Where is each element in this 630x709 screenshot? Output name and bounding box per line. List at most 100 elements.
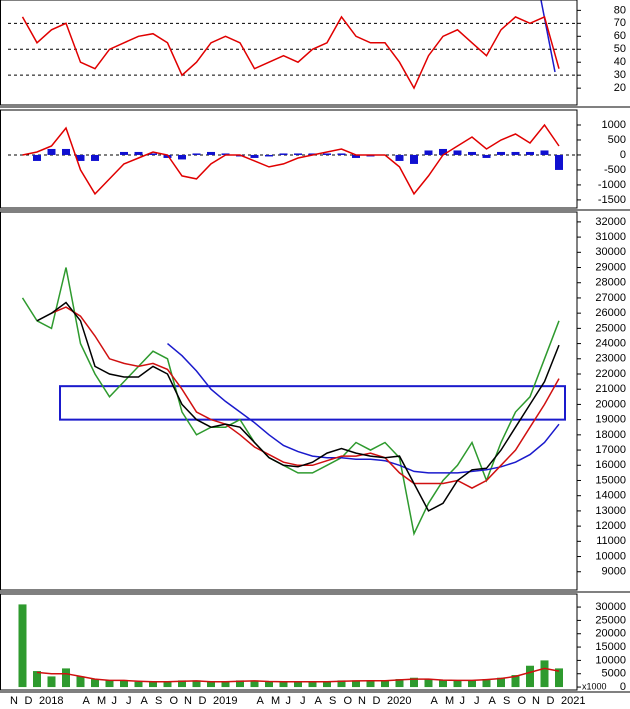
bar xyxy=(192,153,201,155)
bar xyxy=(120,680,128,688)
bar xyxy=(511,675,520,688)
x-tick-label: 2021 xyxy=(561,695,585,707)
bar xyxy=(47,148,56,155)
y-tick-label: 40 xyxy=(614,56,626,68)
series-line xyxy=(22,123,560,196)
bar xyxy=(381,680,389,688)
x-tick-label: M xyxy=(445,695,454,707)
bar xyxy=(91,154,99,161)
bar xyxy=(149,681,157,688)
x-tick-label: N xyxy=(358,695,366,707)
bar xyxy=(497,677,505,688)
bar xyxy=(221,681,230,688)
bar xyxy=(323,153,331,155)
y-tick-label: 28000 xyxy=(595,277,626,289)
bar xyxy=(410,677,418,688)
y-tick-label: 13000 xyxy=(595,505,626,517)
x-tick-label: M xyxy=(97,695,106,707)
bar xyxy=(33,671,41,688)
y-tick-label: 15000 xyxy=(595,474,626,486)
y-tick-label: 50 xyxy=(614,43,626,55)
x-tick-label: M xyxy=(271,695,280,707)
bar xyxy=(323,681,331,688)
x-tick-label: J xyxy=(112,695,118,707)
bar xyxy=(134,681,143,688)
y-tick-label: 23000 xyxy=(595,353,626,365)
y-tick-label: 30000 xyxy=(595,246,626,258)
x-tick-label: A xyxy=(83,695,91,707)
y-tick-label: 21000 xyxy=(595,383,626,395)
bar xyxy=(424,679,433,688)
bar xyxy=(511,151,520,155)
y-tick-label: 20000 xyxy=(595,628,626,640)
y-tick-label: 12000 xyxy=(595,520,626,532)
bar xyxy=(468,680,476,688)
x-tick-label: D xyxy=(547,695,555,707)
x-tick-label: J xyxy=(300,695,306,707)
bar xyxy=(207,151,215,155)
y-tick-label: 19000 xyxy=(595,414,626,426)
bar xyxy=(279,153,288,155)
y-tick-label: 80 xyxy=(614,4,626,16)
bar xyxy=(236,680,244,688)
y-tick-label: -500 xyxy=(604,164,626,176)
trend-line xyxy=(540,0,556,73)
y-tick-label: 15000 xyxy=(595,641,626,653)
y-tick-label: 30 xyxy=(614,69,626,81)
bar xyxy=(337,680,346,688)
bar xyxy=(76,676,85,688)
x-tick-label: A xyxy=(431,695,439,707)
highlight-band xyxy=(59,385,566,421)
bar xyxy=(47,676,56,688)
x-tick-label: O xyxy=(344,695,353,707)
x-tick-label: N xyxy=(10,695,18,707)
bar xyxy=(250,680,259,688)
bar xyxy=(91,679,99,688)
x-tick-label: J xyxy=(474,695,480,707)
y-tick-label: 16000 xyxy=(595,459,626,471)
x-tick-label: N xyxy=(184,695,192,707)
x-tick-label: D xyxy=(199,695,207,707)
y-tick-label: 30000 xyxy=(595,601,626,613)
bar xyxy=(221,153,230,155)
bar xyxy=(424,150,433,155)
bar xyxy=(207,681,215,688)
series-line xyxy=(36,667,560,683)
y-tick-label: 24000 xyxy=(595,337,626,349)
y-tick-label: 500 xyxy=(608,134,626,146)
bar xyxy=(482,679,491,688)
y-tick-label: 5000 xyxy=(602,668,626,680)
bar xyxy=(366,680,375,688)
y-tick-label: 25000 xyxy=(595,614,626,626)
bar xyxy=(482,154,491,158)
bar xyxy=(62,668,70,688)
series-line xyxy=(21,15,560,90)
x-tick-label: S xyxy=(155,695,162,707)
y-tick-label: 9000 xyxy=(602,566,626,578)
y-tick-label: 17000 xyxy=(595,444,626,456)
bar xyxy=(308,681,317,688)
unit-label: x1000 xyxy=(582,681,607,691)
x-tick-label: O xyxy=(518,695,527,707)
x-tick-label: D xyxy=(373,695,381,707)
x-tick-label: N xyxy=(532,695,540,707)
bar xyxy=(540,660,549,688)
y-tick-label: 29000 xyxy=(595,261,626,273)
x-tick-label: A xyxy=(315,695,323,707)
bar xyxy=(163,681,172,688)
y-tick-label: 22000 xyxy=(595,368,626,380)
x-tick-label: A xyxy=(141,695,149,707)
bar xyxy=(250,154,259,158)
bar xyxy=(163,154,172,158)
y-tick-label: 14000 xyxy=(595,490,626,502)
bar xyxy=(149,153,157,155)
bar xyxy=(265,154,273,157)
y-tick-label: 11000 xyxy=(596,535,626,547)
bar xyxy=(468,151,476,155)
panel-frame xyxy=(0,593,578,691)
bar xyxy=(410,154,418,164)
y-tick-label: 20000 xyxy=(595,398,626,410)
x-tick-label: 2020 xyxy=(387,695,411,707)
bar xyxy=(352,154,360,158)
y-tick-label: 0 xyxy=(620,149,626,161)
